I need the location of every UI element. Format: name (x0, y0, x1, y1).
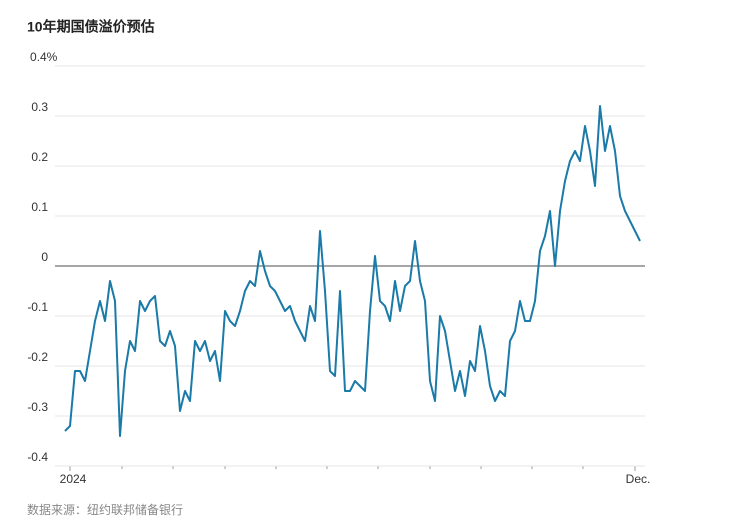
y-tick-label: 0.1 (31, 200, 48, 214)
x-tick-label: 2024 (60, 472, 87, 486)
y-tick-label: -0.3 (27, 400, 48, 414)
y-tick-label: 0.4% (30, 50, 58, 64)
y-tick-label: -0.4 (27, 450, 48, 464)
y-tick-label: -0.2 (27, 350, 48, 364)
y-tick-label: 0 (41, 250, 48, 264)
y-tick-label: 0.2 (31, 150, 48, 164)
y-tick-label: -0.1 (27, 300, 48, 314)
y-tick-label: 0.3 (31, 100, 48, 114)
line (64, 105, 641, 437)
x-tick-label: Dec. (626, 472, 651, 486)
chart-title: 10年期国债溢价预估 (27, 19, 155, 35)
month-ticks (69, 466, 636, 471)
source: 数据来源：纽约联邦储备银行 (27, 502, 183, 517)
